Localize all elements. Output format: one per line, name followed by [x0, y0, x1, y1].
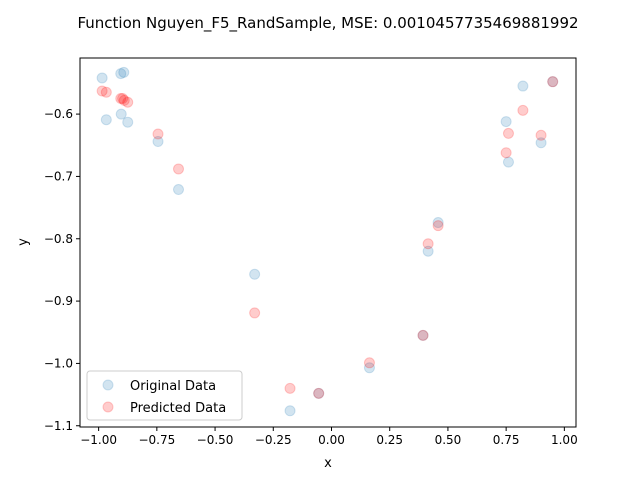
predicted-point-14	[432, 220, 444, 232]
x-tick-label-3: −0.25	[255, 433, 292, 447]
x-tick-label-8: 1.00	[551, 433, 578, 447]
predicted-point-9	[284, 382, 296, 394]
predicted-point-1	[100, 86, 112, 98]
plot-area: −1.00 −0.75 −0.50 −0.25 0.00 0.25 0.50 0.75 1.00…	[44, 57, 578, 447]
predicted-point-5	[122, 96, 134, 108]
y-tick-label-4: −0.7	[44, 169, 73, 183]
predicted-point-0	[96, 85, 108, 97]
x-axis-label: x	[324, 456, 332, 471]
legend-marker-predicted	[102, 401, 114, 413]
original-point-18	[535, 137, 547, 149]
legend: Original Data Predicted Data	[86, 370, 243, 421]
y-axis-label: y	[16, 238, 31, 246]
original-point-19	[547, 76, 559, 88]
original-point-14	[432, 217, 444, 229]
original-point-5	[122, 116, 134, 128]
predicted-point-6	[152, 128, 164, 140]
original-point-7	[173, 184, 185, 196]
predicted-point-16	[502, 127, 514, 139]
predicted-point-15	[500, 147, 512, 159]
legend-marker-original	[102, 379, 114, 391]
original-point-0	[96, 72, 108, 84]
original-point-13	[422, 245, 434, 257]
y-tick-label-2: −0.9	[44, 294, 73, 308]
y-tick-label-0: −1.1	[44, 419, 73, 433]
predicted-point-19	[547, 76, 559, 88]
original-point-1	[100, 114, 112, 126]
original-point-9	[284, 405, 296, 417]
predicted-point-13	[422, 238, 434, 250]
legend-box	[86, 370, 243, 421]
predicted-point-2	[115, 93, 127, 105]
plot-frame	[79, 57, 577, 428]
x-axis-ticks: −1.00 −0.75 −0.50 −0.25 0.00 0.25 0.50 0.75 1.00	[80, 427, 578, 447]
x-tick-label-5: 0.25	[376, 433, 403, 447]
x-tick-label-0: −1.00	[80, 433, 117, 447]
original-point-17	[517, 80, 529, 92]
original-point-11	[363, 362, 375, 374]
original-point-6	[152, 136, 164, 148]
original-point-8	[249, 268, 261, 280]
original-point-2	[115, 68, 127, 80]
predicted-point-8	[249, 307, 261, 319]
predicted-point-11	[363, 357, 375, 369]
y-tick-label-1: −1.0	[44, 356, 73, 370]
original-point-3	[118, 66, 130, 78]
predicted-point-10	[313, 387, 325, 399]
original-point-12	[417, 329, 429, 341]
y-tick-label-3: −0.8	[44, 232, 73, 246]
original-point-4	[115, 108, 127, 120]
legend-label-predicted: Predicted Data	[130, 401, 226, 416]
y-tick-label-5: −0.6	[44, 107, 73, 121]
predicted-point-3	[117, 93, 129, 105]
x-tick-label-4: 0.00	[318, 433, 345, 447]
original-point-16	[502, 156, 514, 168]
original-point-10	[313, 387, 325, 399]
predicted-point-12	[417, 329, 429, 341]
x-tick-label-1: −0.75	[138, 433, 175, 447]
x-tick-label-7: 0.75	[493, 433, 520, 447]
predicted-point-7	[173, 163, 185, 175]
legend-label-original: Original Data	[130, 379, 216, 394]
predicted-point-17	[517, 104, 529, 116]
x-tick-label-2: −0.50	[197, 433, 234, 447]
x-tick-label-6: 0.50	[435, 433, 462, 447]
original-point-15	[500, 116, 512, 128]
predicted-point-18	[535, 129, 547, 141]
points-layer	[96, 66, 559, 417]
y-axis-ticks: −1.1 −1.0 −0.9 −0.8 −0.7 −0.6	[44, 107, 80, 433]
chart-title: Function Nguyen_F5_RandSample, MSE: 0.00…	[77, 14, 578, 33]
predicted-point-4	[118, 94, 130, 106]
